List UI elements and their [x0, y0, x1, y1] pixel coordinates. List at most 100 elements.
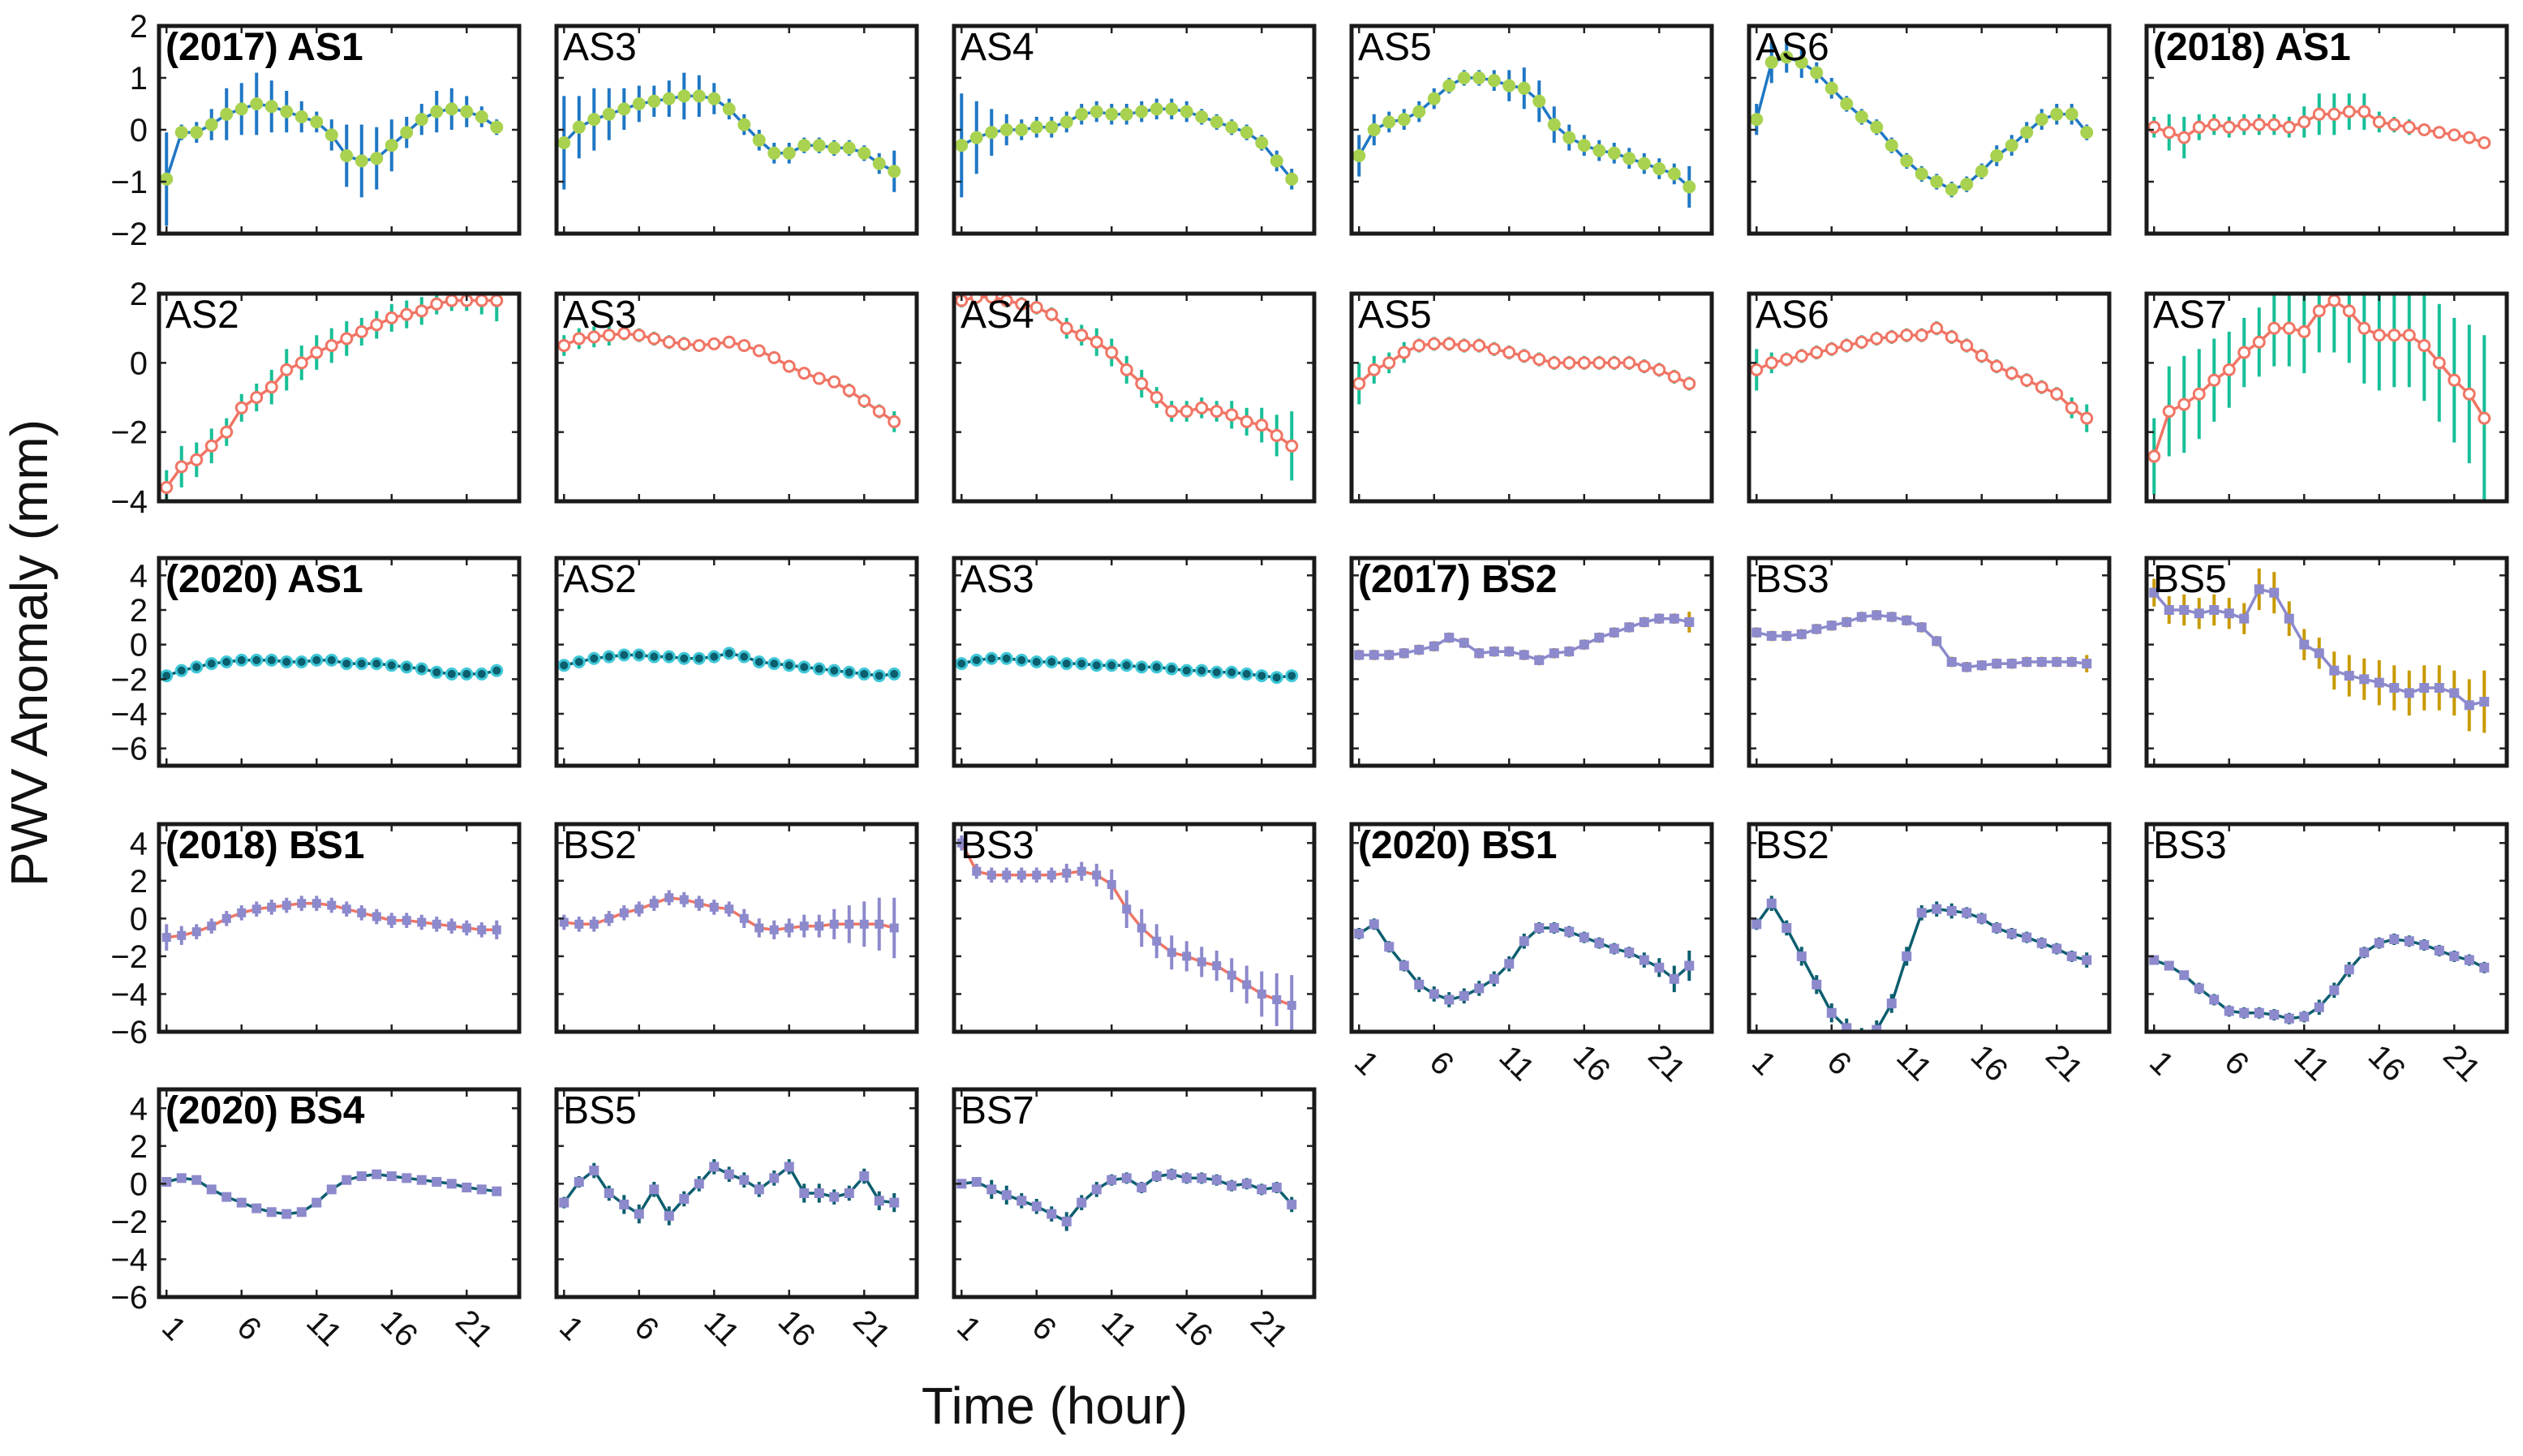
panel-5: (2018) AS1: [2144, 24, 2509, 236]
data-point: [2449, 688, 2460, 698]
data-point: [430, 105, 444, 118]
panel-background: [557, 1089, 917, 1297]
panel-frame: [1349, 556, 1714, 768]
data-point: [2209, 605, 2220, 615]
data-point: [1547, 118, 1561, 131]
data-point: [1780, 50, 1794, 64]
panel-background: [2147, 26, 2507, 234]
data-point: [956, 1179, 967, 1189]
data-point: [1623, 356, 1636, 370]
panel-title: BS3: [961, 824, 1034, 867]
data-point: [1137, 1183, 1147, 1193]
data-point: [2192, 387, 2206, 401]
data-point: [191, 927, 201, 937]
data-point: [679, 1193, 690, 1204]
data-point: [1579, 932, 1589, 943]
data-point: [492, 925, 501, 934]
data-point: [2282, 120, 2296, 134]
data-point: [415, 113, 428, 127]
data-point: [475, 110, 488, 123]
data-point: [174, 126, 188, 140]
data-point: [2269, 1010, 2280, 1020]
data-point: [2020, 373, 2034, 387]
data-point: [2478, 136, 2491, 149]
data-point: [190, 660, 204, 674]
panel-frame: [157, 822, 522, 1034]
panel-plot-area: [161, 896, 501, 951]
data-point: [234, 102, 248, 116]
data-point: [2327, 294, 2341, 307]
data-point: [709, 1162, 720, 1172]
data-point: [1667, 370, 1681, 384]
data-point: [370, 318, 384, 332]
data-point: [574, 1177, 584, 1188]
data-point: [1444, 633, 1455, 643]
data-point: [1135, 105, 1149, 118]
data-point: [1502, 79, 1516, 92]
panel-frame: [952, 556, 1317, 768]
data-point: [2222, 120, 2236, 134]
panel-frame: [1349, 291, 1714, 504]
data-point: [784, 923, 794, 933]
panel-title: (2020) AS1: [165, 558, 363, 601]
data-point: [888, 165, 901, 178]
x-axis-label: Time (hour): [922, 1377, 1188, 1435]
panel-background: [1749, 294, 2109, 501]
data-point: [234, 401, 248, 414]
data-point: [1683, 180, 1696, 194]
data-point: [1354, 928, 1365, 938]
panel-plot-area: [161, 1169, 502, 1219]
data-point: [1212, 961, 1222, 971]
data-point: [1271, 1183, 1282, 1193]
data-point: [490, 120, 504, 134]
data-point: [1782, 923, 1792, 933]
data-point: [1812, 624, 1822, 634]
panel-title: BS3: [2153, 824, 2227, 867]
panel-plot-area: [2147, 294, 2491, 501]
data-point: [370, 657, 384, 671]
data-point: [955, 139, 969, 152]
data-point: [2314, 648, 2324, 659]
data-point: [342, 904, 351, 914]
data-point: [1195, 401, 1209, 414]
data-point: [1197, 957, 1206, 967]
data-point: [1474, 983, 1485, 994]
data-point: [1684, 960, 1695, 971]
data-point: [2207, 373, 2221, 387]
data-point: [2252, 335, 2266, 349]
data-point: [1549, 648, 1559, 659]
data-point: [1002, 870, 1012, 880]
data-point: [1519, 936, 1529, 947]
data-point: [1442, 79, 1456, 92]
x-tick-label: 1: [155, 1309, 193, 1347]
data-point: [1946, 906, 1957, 917]
data-point: [490, 664, 504, 677]
data-point: [1960, 178, 1974, 191]
data-point: [999, 651, 1013, 665]
data-point: [1045, 655, 1059, 668]
data-point: [842, 141, 856, 155]
data-point: [280, 363, 294, 376]
data-point: [2052, 657, 2062, 667]
data-point: [355, 154, 368, 168]
data-point: [1384, 650, 1395, 660]
panel-plot-area: [1352, 67, 1696, 208]
data-point: [1945, 330, 1958, 344]
panels-group: (2017) AS1 −2 −1 0 1 2 AS3 AS4 AS5 AS6 (2018) AS1 A…: [110, 9, 2509, 1354]
data-point: [2179, 605, 2190, 615]
data-point: [417, 917, 427, 927]
data-point: [204, 439, 218, 453]
panel-title: AS3: [563, 26, 637, 69]
data-point: [2254, 584, 2264, 595]
data-point: [2389, 934, 2400, 944]
panel-frame: [1747, 291, 2112, 504]
data-point: [602, 107, 616, 121]
data-point: [2224, 608, 2234, 619]
data-point: [355, 657, 368, 671]
data-point: [2149, 955, 2160, 965]
data-point: [587, 113, 601, 127]
data-point: [1683, 376, 1696, 390]
data-point: [664, 1210, 674, 1221]
